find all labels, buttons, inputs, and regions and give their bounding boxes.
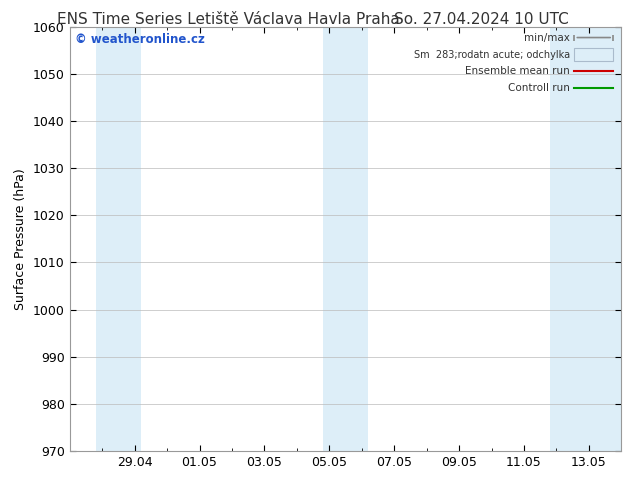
Text: min/max: min/max (524, 32, 570, 43)
Text: © weatheronline.cz: © weatheronline.cz (75, 33, 205, 47)
Bar (574, 48, 613, 61)
Text: Ensemble mean run: Ensemble mean run (465, 67, 570, 76)
Text: ENS Time Series Letiště Václava Havla Praha: ENS Time Series Letiště Václava Havla Pr… (57, 12, 399, 27)
Y-axis label: Surface Pressure (hPa): Surface Pressure (hPa) (15, 168, 27, 310)
Text: Sm  283;rodatn acute; odchylka: Sm 283;rodatn acute; odchylka (414, 49, 570, 59)
Bar (323, 27, 368, 451)
Text: Controll run: Controll run (508, 83, 570, 94)
Bar (96, 27, 141, 451)
Text: So. 27.04.2024 10 UTC: So. 27.04.2024 10 UTC (394, 12, 569, 27)
Bar (550, 27, 621, 451)
